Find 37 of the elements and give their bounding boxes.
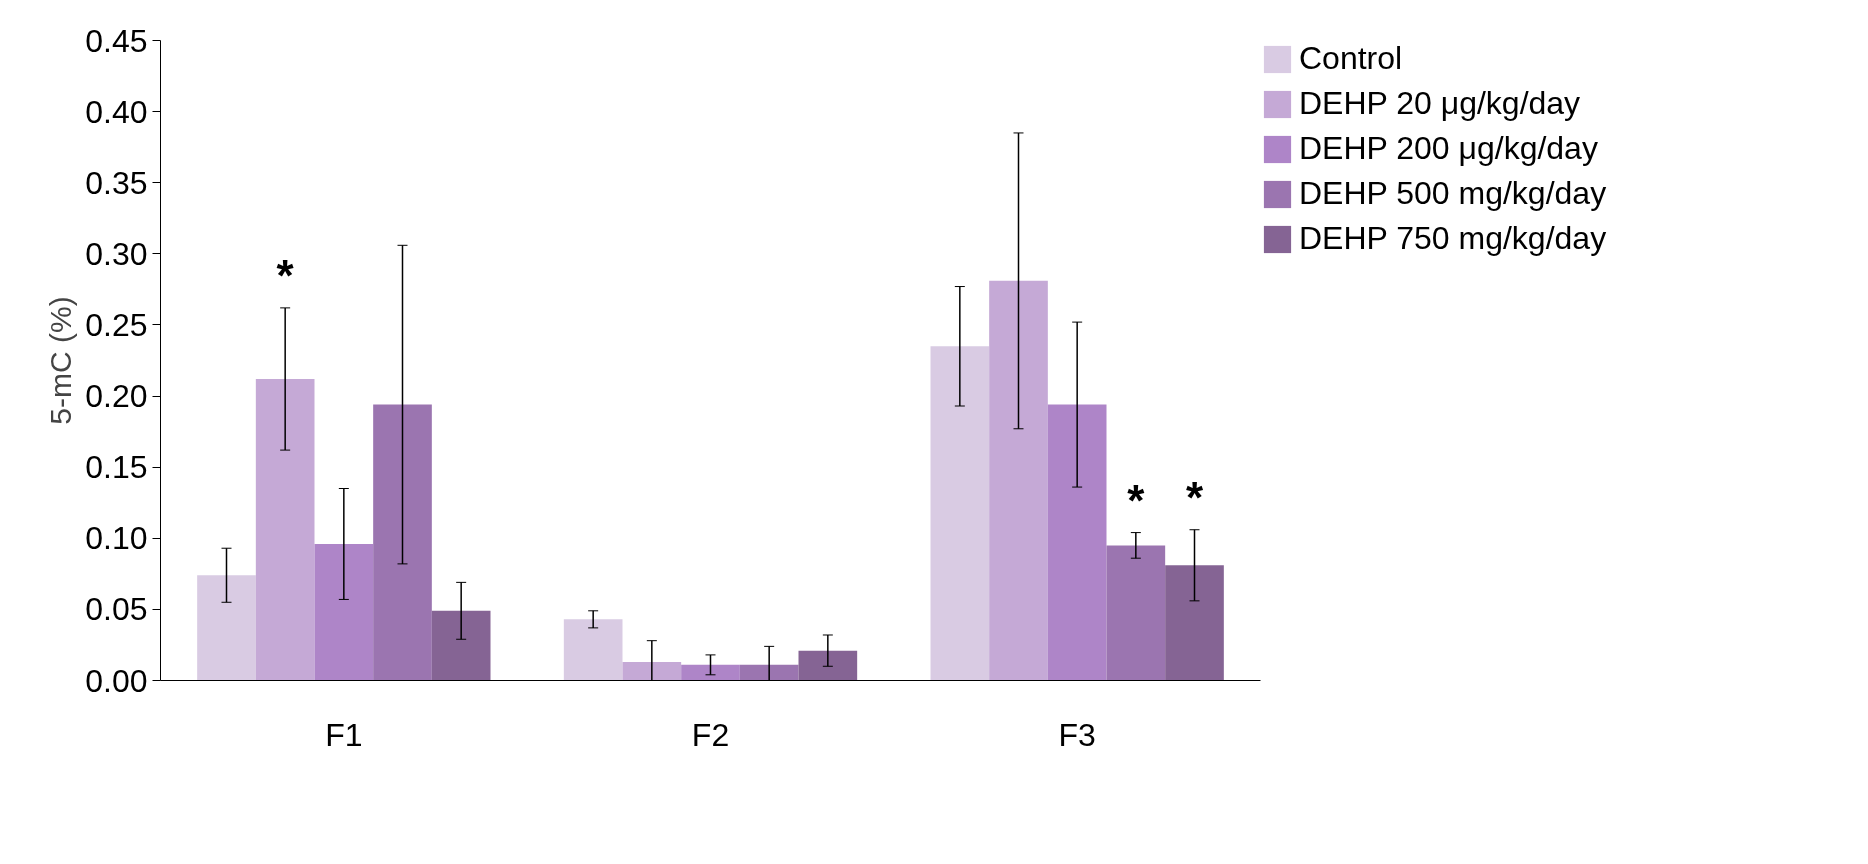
data-label: * [1127,475,1146,525]
bar [739,664,799,681]
bar [622,662,682,681]
legend-label: Control [1299,40,1403,77]
legend-label: DEHP 200 μg/kg/day [1299,130,1598,167]
bar [1106,545,1166,681]
data-label: * [1185,472,1204,522]
bar [197,575,256,681]
x-tick-label: F2 [691,716,730,753]
y-tick-label: 0.00 [85,662,148,699]
bar [431,610,491,681]
y-tick-label: 0.15 [85,449,148,486]
y-tick-label: 0.35 [85,164,148,201]
bar [1165,565,1224,681]
legend-label: DEHP 500 mg/kg/day [1299,175,1607,212]
bar [255,378,315,681]
legend-label: DEHP 20 μg/kg/day [1299,85,1581,122]
y-axis-title: 5-mC (%) [44,296,78,425]
bar [681,664,740,681]
y-tick-label: 0.10 [85,520,148,557]
bar [930,346,990,681]
y-tick-label: 0.20 [85,378,148,415]
y-tick-label: 0.05 [85,591,148,628]
data-label: * [276,250,295,300]
y-tick-label: 0.40 [85,93,148,130]
y-tick-label: 0.45 [85,22,148,59]
y-tick-label: 0.25 [85,306,148,343]
y-tick-label: 0.30 [85,235,148,272]
bar [989,280,1048,681]
bar [314,543,374,681]
legend-label: DEHP 750 mg/kg/day [1299,220,1607,257]
bar [1047,404,1107,681]
bar [798,650,858,681]
x-tick-label: F3 [1058,716,1096,753]
bar [373,404,432,681]
x-tick-label: F1 [325,716,363,753]
bar [563,619,623,681]
